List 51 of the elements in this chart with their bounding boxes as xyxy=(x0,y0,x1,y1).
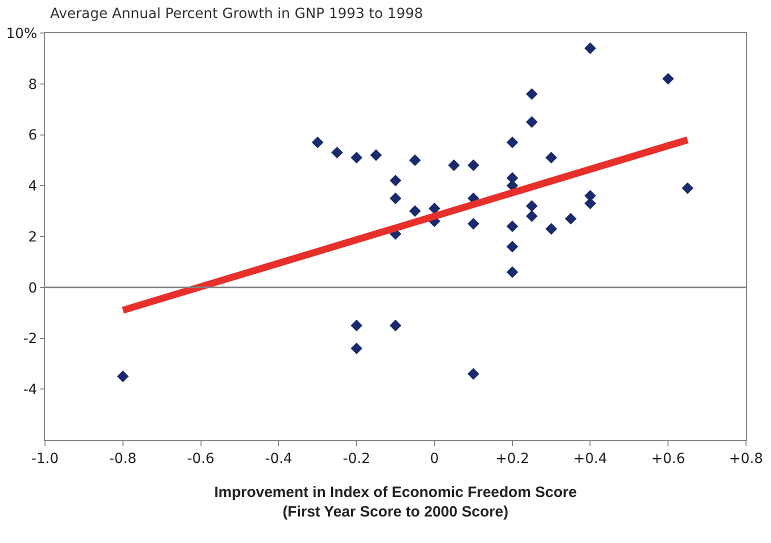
y-tick-label: -4 xyxy=(23,382,38,398)
point xyxy=(682,182,694,194)
point xyxy=(526,116,538,128)
y-tick-label: 6 xyxy=(28,128,38,144)
x-tick-label: +0.2 xyxy=(495,450,530,467)
x-tick-label: -0.4 xyxy=(265,450,292,467)
point xyxy=(526,210,538,222)
x-tick-label: +0.4 xyxy=(573,450,608,467)
point xyxy=(350,152,362,164)
y-tick-label: 2 xyxy=(28,229,38,246)
point xyxy=(390,174,402,186)
point xyxy=(350,320,362,332)
point xyxy=(312,136,324,148)
point xyxy=(506,240,518,253)
point xyxy=(468,218,480,230)
point xyxy=(117,370,129,382)
x-tick-label: -0.6 xyxy=(187,450,215,467)
point xyxy=(350,342,362,354)
point xyxy=(662,72,674,85)
x-tick-label: -0.2 xyxy=(342,450,370,467)
y-tick-label: 4 xyxy=(28,178,38,195)
y-tick-label: 0 xyxy=(28,280,38,296)
y-tick-label: 8 xyxy=(28,76,38,93)
chart-title: Average Annual Percent Growth in GNP 1993 to 1998 xyxy=(50,6,424,22)
x-tick-label: -1.0 xyxy=(31,450,59,467)
point xyxy=(468,368,480,380)
point xyxy=(545,223,558,235)
point xyxy=(545,152,558,164)
point xyxy=(409,154,421,166)
x-tick-label: 0 xyxy=(430,450,439,467)
x-tick-label: -0.8 xyxy=(109,450,137,467)
point xyxy=(409,205,421,217)
x-tick-label: +0.8 xyxy=(729,450,763,467)
point xyxy=(448,159,460,172)
point xyxy=(428,202,440,214)
point xyxy=(526,88,538,100)
y-tick-label: 10% xyxy=(6,26,38,42)
y-tick-label: -2 xyxy=(23,331,38,348)
point xyxy=(331,146,343,158)
point xyxy=(390,192,402,204)
point xyxy=(584,42,596,54)
x-tick-label: +0.6 xyxy=(651,450,686,467)
x-axis-title: Improvement in Index of Economic Freedom Score (First Year Score to 2000 Score) xyxy=(214,484,577,520)
point xyxy=(506,220,518,232)
point xyxy=(370,149,382,161)
point xyxy=(506,136,518,148)
point xyxy=(564,212,577,225)
point xyxy=(506,266,518,278)
point xyxy=(390,320,402,332)
point xyxy=(468,159,480,172)
point xyxy=(526,200,538,212)
